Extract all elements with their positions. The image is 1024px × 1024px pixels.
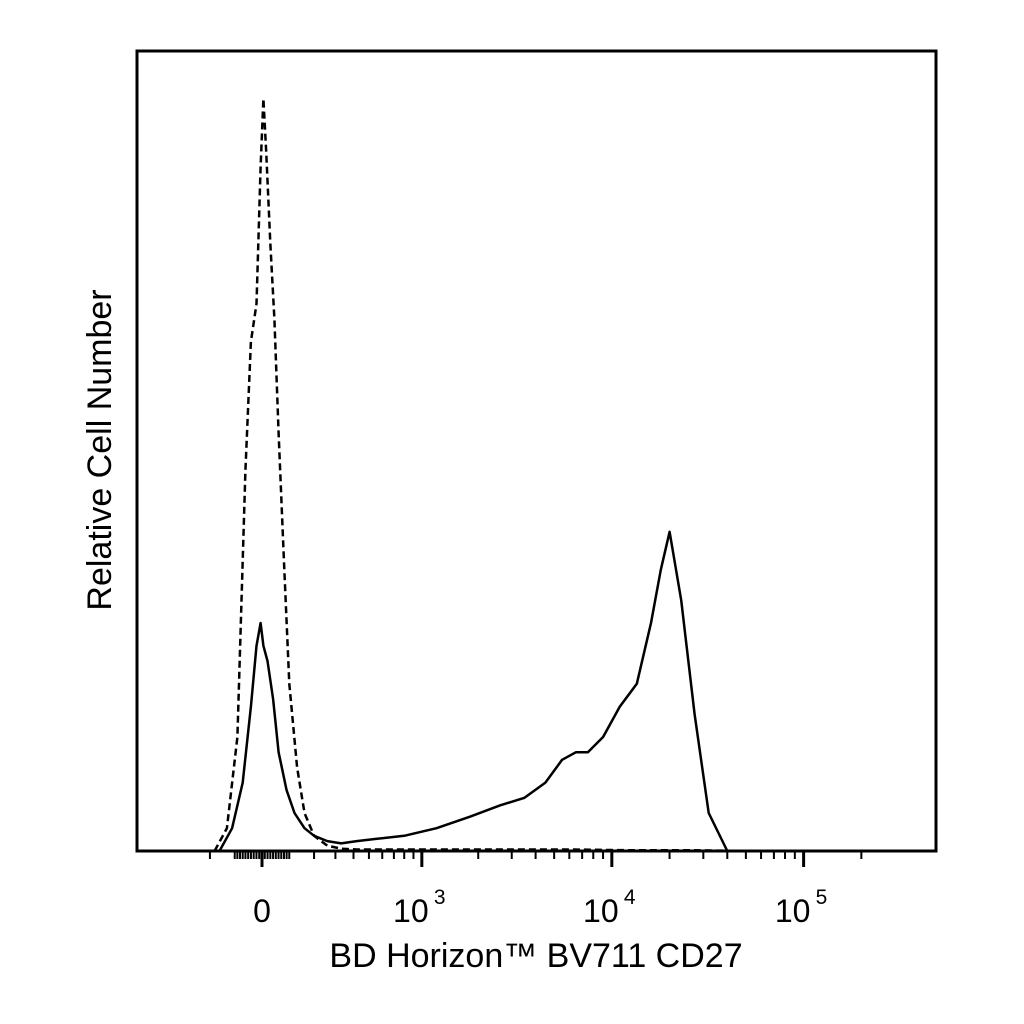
x-axis-label: BD Horizon™ BV711 CD27 (329, 937, 742, 975)
x-tick-labels: 0 10 3 10 4 10 5 (253, 886, 827, 929)
x-tick-label: 10 4 (583, 886, 636, 929)
x-tick-label-exponent: 5 (816, 886, 828, 909)
x-tick-label-exponent: 3 (434, 886, 446, 909)
x-axis-ticks (137, 849, 936, 867)
y-axis-label: Relative Cell Number (81, 289, 119, 610)
series-layer (213, 97, 746, 853)
series-solid-line (218, 530, 729, 852)
x-tick-label-exponent: 4 (624, 886, 636, 909)
x-tick-label-base: 10 (583, 893, 619, 929)
x-tick-label-base: 0 (253, 893, 271, 929)
x-tick-label: 10 3 (393, 886, 445, 929)
x-tick-label-base: 10 (775, 893, 811, 929)
x-tick-label: 10 5 (775, 886, 827, 929)
plot-frame (135, 49, 938, 853)
x-tick-label: 0 (253, 893, 271, 929)
x-tick-label-base: 10 (393, 893, 429, 929)
series-dashed-line (213, 97, 746, 853)
